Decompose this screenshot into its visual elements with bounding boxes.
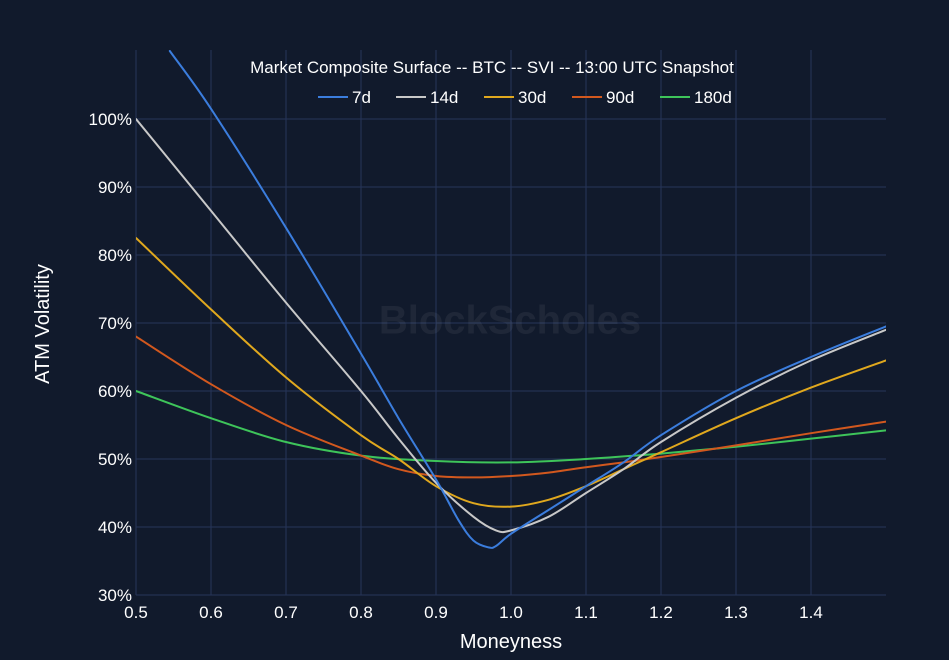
watermark: BlockScholes (379, 299, 641, 343)
legend-label-90d: 90d (606, 88, 634, 107)
x-tick-label: 0.8 (349, 603, 373, 622)
y-tick-label: 50% (98, 450, 132, 469)
x-tick-label: 0.9 (424, 603, 448, 622)
x-tick-label: 0.6 (199, 603, 223, 622)
series-line-30d (136, 237, 886, 508)
series-lines (136, 50, 886, 549)
x-tick-label: 0.7 (274, 603, 298, 622)
y-tick-label: 40% (98, 518, 132, 537)
x-tick-label: 0.5 (124, 603, 148, 622)
legend-label-14d: 14d (430, 88, 458, 107)
x-tick-label: 1.3 (724, 603, 748, 622)
legend: 7d 14d 30d 90d 180d (318, 88, 732, 107)
y-axis-label: ATM Volatility (32, 264, 54, 384)
x-axis-ticks: 0.5 0.6 0.7 0.8 0.9 1.0 1.1 1.2 1.3 1.4 (124, 603, 823, 622)
series-line-90d (136, 335, 886, 479)
y-tick-label: 80% (98, 246, 132, 265)
y-tick-label: 100% (89, 110, 132, 129)
legend-label-7d: 7d (352, 88, 371, 107)
series-line-180d (136, 390, 886, 464)
series-line-14d (136, 118, 886, 534)
chart-title: Market Composite Surface -- BTC -- SVI -… (250, 58, 734, 77)
x-axis-label: Moneyness (460, 631, 562, 653)
x-tick-label: 1.4 (799, 603, 823, 622)
y-axis-ticks: 30% 40% 50% 60% 70% 80% 90% 100% (89, 110, 132, 605)
x-tick-label: 1.2 (649, 603, 673, 622)
grid (135, 50, 886, 596)
legend-label-30d: 30d (518, 88, 546, 107)
y-tick-label: 30% (98, 586, 132, 605)
y-tick-label: 90% (98, 178, 132, 197)
series-line-7d (168, 50, 886, 549)
y-tick-label: 60% (98, 382, 132, 401)
x-tick-label: 1.1 (574, 603, 598, 622)
y-tick-label: 70% (98, 314, 132, 333)
x-tick-label: 1.0 (499, 603, 523, 622)
legend-label-180d: 180d (694, 88, 732, 107)
